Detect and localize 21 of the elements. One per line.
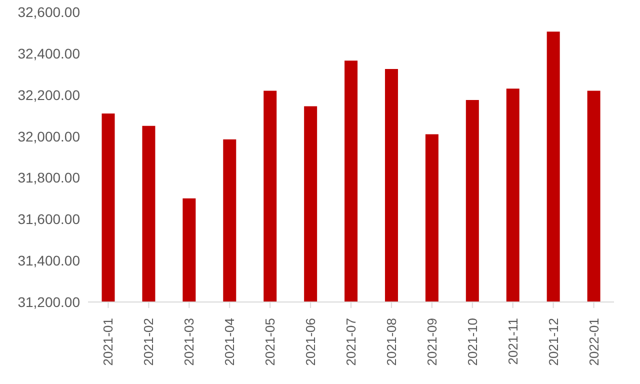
x-tick-label: 2021-11: [505, 318, 520, 365]
y-tick-label: 32,200.00: [18, 86, 80, 103]
y-tick-label: 32,000.00: [18, 128, 80, 144]
y-tick-label: 31,400.00: [18, 252, 80, 269]
x-tick-label: 2021-08: [384, 318, 399, 366]
y-tick-label: 32,400.00: [18, 45, 80, 62]
x-tick-label: 2021-07: [344, 318, 358, 366]
x-tick-label: 2021-05: [262, 318, 278, 366]
x-tick-label: 2021-09: [424, 318, 440, 366]
x-tick-label: 2021-12: [546, 318, 561, 366]
x-tick-label: 2021-06: [303, 318, 318, 366]
x-tick-label: 2022-01: [586, 318, 602, 366]
x-tick-label: 2021-02: [141, 318, 156, 366]
x-tick-label: 2021-10: [464, 318, 480, 366]
x-tick-label: 2021-03: [182, 318, 197, 366]
x-tick-label: 2021-04: [222, 318, 238, 366]
y-tick-label: 31,200.00: [18, 294, 80, 310]
y-tick-label: 31,800.00: [18, 170, 80, 186]
x-tick-label: 2021-01: [100, 318, 116, 366]
y-tick-label: 31,600.00: [18, 211, 80, 228]
y-tick-label: 32,600.00: [18, 4, 80, 20]
